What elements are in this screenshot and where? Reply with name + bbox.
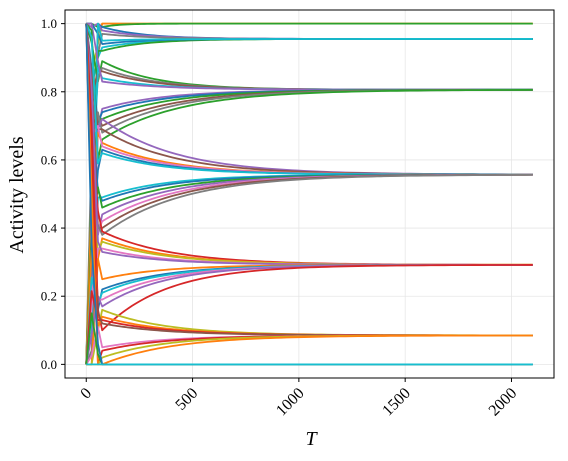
series-line [85, 23, 533, 88]
y-axis-ticks: 0.0 0.2 0.4 0.6 0.8 1.0 [41, 16, 65, 372]
x-tick-label: 500 [172, 385, 201, 414]
series-line [85, 67, 533, 365]
y-axis-label: Activity levels [6, 136, 28, 253]
y-tick-label: 0.4 [41, 221, 58, 236]
y-tick-label: 0.8 [41, 84, 57, 99]
x-tick-label: 1500 [379, 385, 414, 420]
series-line [85, 23, 533, 332]
series-line [85, 22, 533, 365]
x-tick-label: 0 [77, 385, 95, 403]
series-lines [85, 22, 533, 366]
series-line [85, 22, 533, 76]
series-line [85, 23, 533, 236]
series-line [85, 312, 533, 366]
series-line [85, 290, 533, 365]
series-line [85, 23, 533, 161]
y-tick-label: 0.6 [41, 152, 58, 167]
y-tick-label: 0.0 [41, 357, 57, 372]
series-line [85, 67, 533, 365]
series-line [85, 23, 533, 266]
y-tick-label: 1.0 [41, 16, 57, 31]
series-line [86, 22, 533, 28]
series-line [85, 23, 533, 266]
series-line [85, 173, 533, 365]
series-line [85, 23, 533, 266]
series-line [86, 22, 533, 45]
plot-frame [64, 9, 555, 379]
series-line [85, 23, 533, 366]
series-line [86, 22, 533, 91]
y-tick-label: 0.2 [41, 289, 57, 304]
x-axis-label: T [305, 428, 318, 450]
x-axis-ticks: 0 500 1000 1500 2000 [77, 378, 520, 419]
series-line [85, 23, 533, 91]
x-tick-label: 1000 [273, 385, 308, 420]
x-tick-label: 2000 [486, 385, 521, 420]
series-line [85, 23, 533, 229]
